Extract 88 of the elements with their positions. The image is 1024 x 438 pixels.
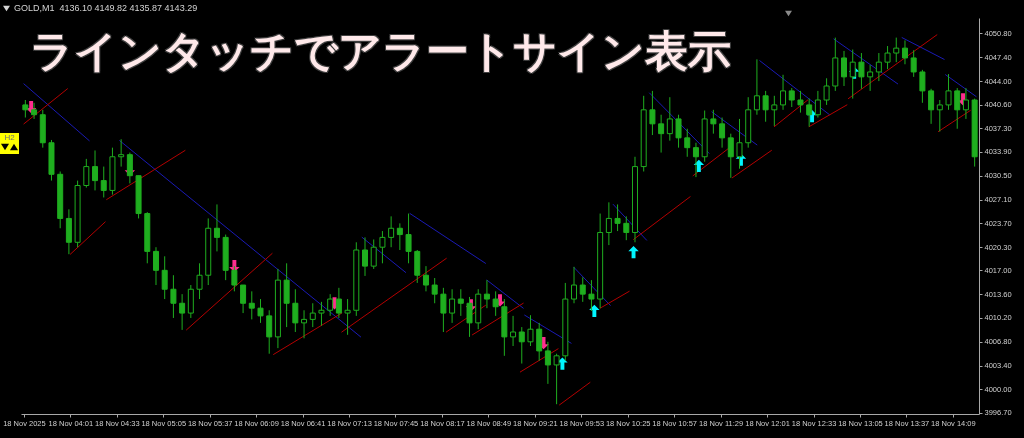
chart-subtitle: GOLD,M1 4136.10 4149.82 4135.87 4143.29 bbox=[14, 3, 198, 13]
candlestick bbox=[370, 238, 377, 270]
candlestick bbox=[344, 298, 351, 336]
candlestick bbox=[388, 215, 395, 248]
candlestick bbox=[788, 87, 795, 108]
candlestick bbox=[422, 265, 429, 292]
stepper-panel: H2 bbox=[0, 133, 19, 154]
candlestick bbox=[893, 37, 900, 63]
candlestick bbox=[928, 88, 935, 125]
candlestick bbox=[901, 39, 908, 65]
candlestick bbox=[309, 302, 316, 328]
candlestick bbox=[301, 309, 308, 339]
candlestick bbox=[379, 230, 386, 264]
candlestick bbox=[152, 246, 159, 286]
candlestick bbox=[414, 249, 421, 284]
candlestick bbox=[240, 284, 247, 314]
candlestick bbox=[431, 277, 438, 304]
candlestick bbox=[814, 90, 821, 119]
candlestick bbox=[962, 87, 969, 120]
candlestick bbox=[579, 276, 586, 303]
candlestick bbox=[954, 87, 961, 130]
candlestick bbox=[161, 255, 168, 300]
candlestick bbox=[649, 90, 656, 136]
candlestick bbox=[841, 50, 848, 87]
candlestick bbox=[187, 284, 194, 319]
candlestick bbox=[257, 298, 264, 324]
candlestick bbox=[65, 208, 72, 255]
candlestick bbox=[170, 274, 177, 319]
candlestick bbox=[449, 288, 456, 324]
candlestick bbox=[867, 64, 874, 92]
candlestick bbox=[518, 326, 525, 365]
candlestick bbox=[283, 262, 290, 328]
candlestick bbox=[692, 142, 699, 178]
candlestick bbox=[666, 96, 673, 142]
candlestick bbox=[213, 203, 220, 252]
candlestick bbox=[797, 90, 804, 114]
candlestick bbox=[92, 149, 99, 191]
candlestick bbox=[919, 69, 926, 104]
candlestick bbox=[823, 77, 830, 106]
candlestick bbox=[675, 114, 682, 149]
candlestick bbox=[623, 215, 630, 241]
candlestick bbox=[483, 279, 490, 309]
candlestick bbox=[457, 288, 464, 317]
candlestick bbox=[806, 98, 813, 128]
candlestick bbox=[31, 102, 38, 120]
candlestick bbox=[875, 52, 882, 82]
candlestick bbox=[884, 45, 891, 70]
candlestick bbox=[396, 222, 403, 251]
candlestick bbox=[588, 279, 595, 312]
candlestick bbox=[658, 114, 665, 154]
candlestick bbox=[179, 293, 186, 331]
candlestick bbox=[614, 203, 621, 232]
candlestick bbox=[710, 109, 717, 135]
candlestick bbox=[510, 315, 517, 347]
candlestick bbox=[327, 293, 334, 317]
candlestick bbox=[405, 213, 412, 264]
candlestick bbox=[83, 158, 90, 189]
candlestick bbox=[544, 341, 551, 385]
candlestick bbox=[771, 95, 778, 127]
candlestick bbox=[536, 322, 543, 362]
candlestick bbox=[196, 262, 203, 300]
candlestick bbox=[727, 133, 734, 179]
candlestick bbox=[780, 74, 787, 111]
candlestick bbox=[910, 49, 917, 78]
candlestick bbox=[492, 290, 499, 317]
candlestick bbox=[719, 117, 726, 149]
candlestick bbox=[762, 90, 769, 123]
candlestick bbox=[858, 52, 865, 90]
candlestick bbox=[100, 166, 107, 198]
candlestick bbox=[118, 138, 125, 168]
candlestick bbox=[936, 99, 943, 133]
candlestick bbox=[605, 201, 612, 246]
candlestick bbox=[571, 266, 578, 304]
candlestick bbox=[553, 353, 560, 405]
point bbox=[589, 304, 600, 318]
candlestick bbox=[362, 236, 369, 277]
candlestick bbox=[527, 314, 534, 347]
candlestick bbox=[266, 309, 273, 355]
candlestick bbox=[292, 288, 299, 333]
candlestick bbox=[753, 58, 760, 116]
candlestick bbox=[440, 287, 447, 333]
chart-title: ラインタッチでアラートサイン表示 bbox=[30, 25, 731, 78]
candlestick bbox=[945, 73, 952, 111]
candlestick bbox=[248, 290, 255, 320]
candlestick bbox=[335, 287, 342, 319]
candlestick bbox=[126, 152, 133, 184]
candlestick bbox=[318, 301, 325, 327]
candlestick bbox=[684, 128, 691, 158]
